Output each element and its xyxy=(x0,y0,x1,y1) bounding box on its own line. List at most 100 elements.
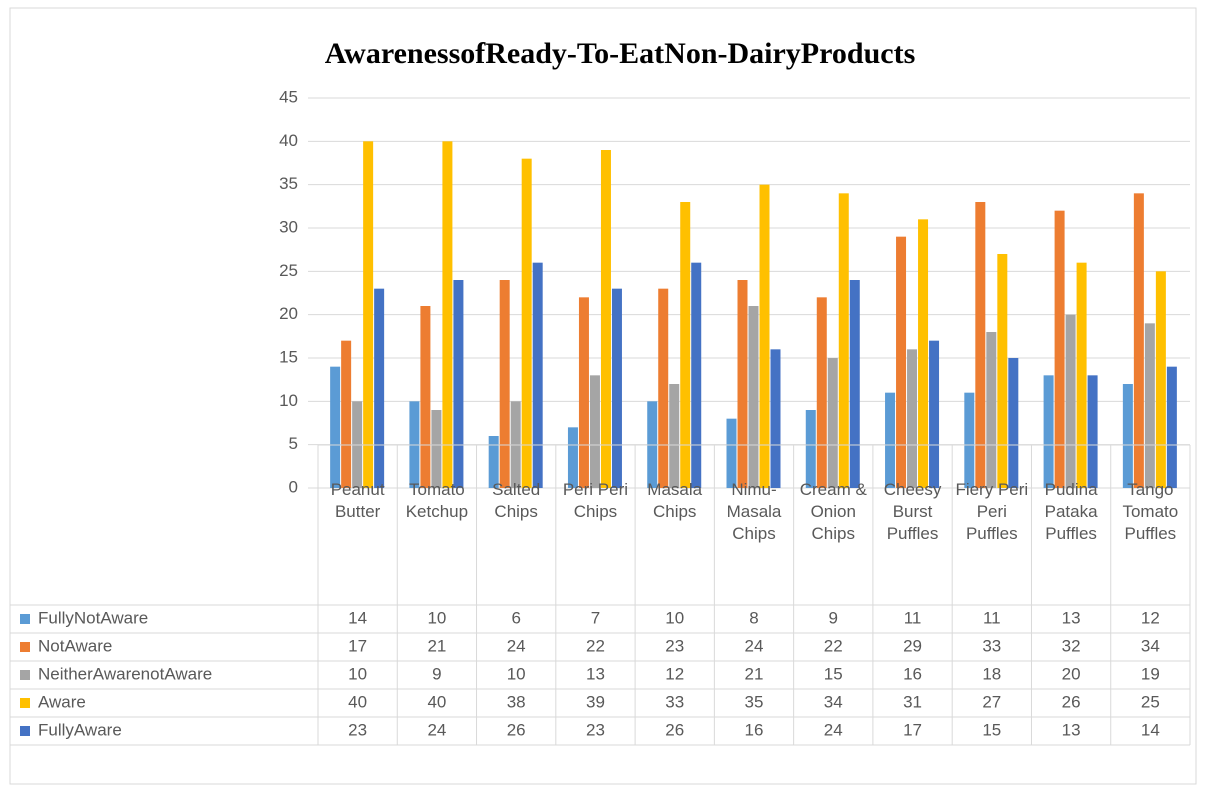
category-cell: Cheesy Burst Puffles xyxy=(884,480,942,543)
table-value: 38 xyxy=(507,692,526,711)
table-value: 24 xyxy=(824,720,843,739)
bar xyxy=(929,340,940,488)
bar xyxy=(997,254,1008,488)
chart-title: AwarenessofReady-To-EatNon-DairyProducts xyxy=(325,37,916,70)
bar xyxy=(975,202,986,488)
y-tick-label: 45 xyxy=(279,87,298,106)
bar xyxy=(578,297,589,488)
category-cell: Masala Chips xyxy=(647,480,703,521)
y-tick-label: 15 xyxy=(279,347,298,366)
table-value: 9 xyxy=(432,664,441,683)
table-value: 10 xyxy=(507,664,526,683)
x-tick-label: Peri Peri Chips xyxy=(562,480,629,521)
category-cell: Peri Peri Chips xyxy=(562,480,629,521)
bar xyxy=(453,280,464,488)
table-value: 24 xyxy=(507,636,526,655)
bar xyxy=(374,288,385,488)
bar xyxy=(1155,271,1166,488)
table-value: 33 xyxy=(665,692,684,711)
bar xyxy=(748,306,759,488)
x-tick-label: Masala Chips xyxy=(647,480,703,521)
bar xyxy=(1087,375,1098,488)
x-tick-label: Tomato Ketchup xyxy=(405,480,469,521)
table-value: 10 xyxy=(348,664,367,683)
bar xyxy=(726,418,737,488)
y-tick-label: 5 xyxy=(289,434,298,453)
table-value: 6 xyxy=(511,608,520,627)
table-value: 26 xyxy=(1062,692,1081,711)
table-value: 16 xyxy=(903,664,922,683)
bar xyxy=(680,202,691,488)
table-value: 24 xyxy=(745,636,764,655)
bar xyxy=(918,219,929,489)
table-value: 17 xyxy=(903,720,922,739)
bar xyxy=(532,262,543,488)
bar xyxy=(964,392,975,488)
bar xyxy=(827,358,838,488)
legend-swatch xyxy=(20,670,30,680)
table-value: 15 xyxy=(824,664,843,683)
bar xyxy=(1008,358,1019,488)
table-value: 34 xyxy=(1141,636,1160,655)
table-value: 35 xyxy=(745,692,764,711)
x-tick-label: Pudina Pataka Puffles xyxy=(1044,480,1098,543)
x-tick-label: Fiery Peri Peri Puffles xyxy=(955,480,1029,543)
bar xyxy=(770,349,781,488)
table-value: 34 xyxy=(824,692,843,711)
legend-swatch xyxy=(20,642,30,652)
category-cell: Tango Tomato Puffles xyxy=(1122,480,1179,543)
table-value: 10 xyxy=(427,608,446,627)
x-tick-label: Salted Chips xyxy=(492,480,541,521)
table-value: 32 xyxy=(1062,636,1081,655)
table-value: 11 xyxy=(983,608,1001,627)
table-value: 18 xyxy=(982,664,1001,683)
legend-swatch xyxy=(20,726,30,736)
table-value: 8 xyxy=(749,608,758,627)
bar xyxy=(838,193,849,489)
table-value: 39 xyxy=(586,692,605,711)
table-value: 11 xyxy=(904,608,922,627)
legend-label: Aware xyxy=(38,692,86,711)
table-value: 23 xyxy=(348,720,367,739)
bar xyxy=(737,280,748,488)
bar xyxy=(1054,210,1065,488)
table-value: 16 xyxy=(745,720,764,739)
bar xyxy=(330,366,341,488)
category-cell: Salted Chips xyxy=(492,480,541,521)
category-cell: Nimu-Masala Chips xyxy=(727,480,782,543)
table-value: 27 xyxy=(982,692,1001,711)
bar xyxy=(488,436,499,488)
bar xyxy=(1122,384,1133,488)
table-value: 40 xyxy=(348,692,367,711)
table-value: 33 xyxy=(982,636,1001,655)
bar xyxy=(885,392,896,488)
table-value: 12 xyxy=(665,664,684,683)
table-value: 17 xyxy=(348,636,367,655)
y-tick-label: 10 xyxy=(279,391,298,410)
bar xyxy=(1166,366,1177,488)
legend-label: FullyAware xyxy=(38,720,122,739)
y-tick-label: 25 xyxy=(279,261,298,280)
bar xyxy=(849,280,860,488)
table-value: 19 xyxy=(1141,664,1160,683)
bar xyxy=(567,427,578,488)
table-value: 14 xyxy=(1141,720,1160,739)
table-value: 23 xyxy=(586,720,605,739)
table-value: 26 xyxy=(507,720,526,739)
x-tick-label: Tango Tomato Puffles xyxy=(1122,480,1179,543)
y-tick-label: 0 xyxy=(289,477,298,496)
table-value: 21 xyxy=(427,636,446,655)
bar xyxy=(442,141,453,489)
bar xyxy=(816,297,827,488)
table-value: 7 xyxy=(591,608,600,627)
bar xyxy=(420,306,431,488)
bar xyxy=(1065,314,1076,488)
table-value: 9 xyxy=(829,608,838,627)
bar xyxy=(759,184,770,488)
bar xyxy=(907,349,918,488)
table-value: 22 xyxy=(586,636,605,655)
bar xyxy=(611,288,622,488)
bar xyxy=(363,141,374,489)
legend-label: FullyNotAware xyxy=(38,608,148,627)
